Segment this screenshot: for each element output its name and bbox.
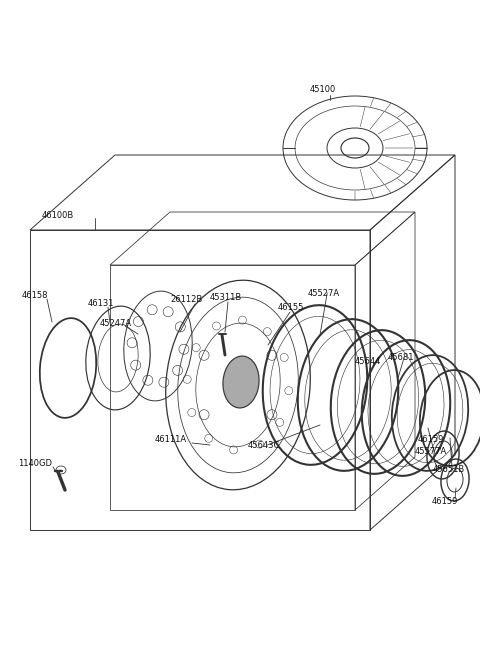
Text: 45247A: 45247A [100,319,132,327]
Text: 46100B: 46100B [42,211,74,220]
Text: 45651B: 45651B [433,466,465,474]
Text: 45527A: 45527A [308,289,340,298]
Text: 45643C: 45643C [248,440,280,449]
Text: 45311B: 45311B [210,293,242,302]
Text: 45577A: 45577A [415,447,447,457]
Text: 46131: 46131 [88,298,115,308]
Ellipse shape [223,356,259,408]
Text: 45100: 45100 [310,85,336,94]
Text: 45644: 45644 [355,358,382,367]
Text: 46111A: 46111A [155,436,187,445]
Text: 46159: 46159 [432,497,458,506]
Text: 26112B: 26112B [170,295,202,304]
Text: 46155: 46155 [278,304,304,312]
Text: 45681: 45681 [388,354,415,363]
Text: 46158: 46158 [22,291,48,300]
Text: 46159: 46159 [418,436,444,445]
Text: 1140GD: 1140GD [18,459,52,468]
